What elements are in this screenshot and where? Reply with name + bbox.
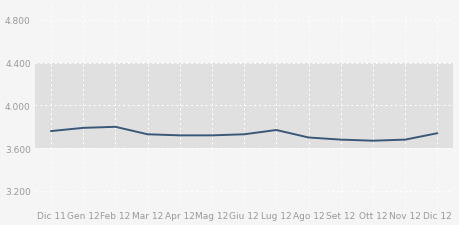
Bar xyxy=(35,63,453,148)
